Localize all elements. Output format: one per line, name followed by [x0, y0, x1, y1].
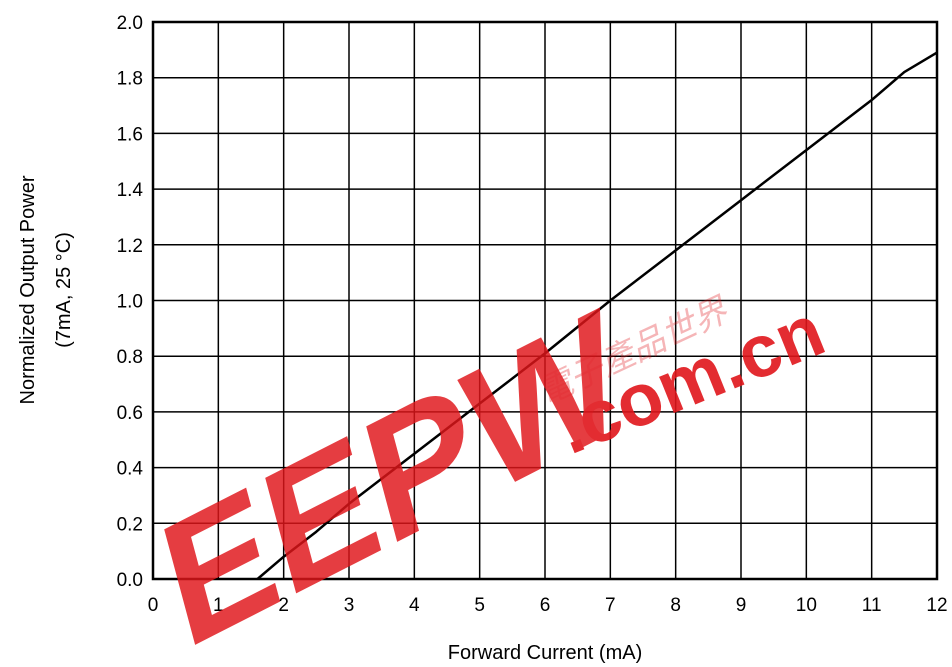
plot-frame [151, 20, 939, 581]
series-layer [256, 51, 938, 580]
x-tick-label: 7 [605, 595, 616, 616]
y-tick-label: 0.0 [117, 570, 143, 591]
y-tick-label: 1.2 [117, 236, 143, 257]
y-axis-label-line-2: (7mA, 25 °C) [53, 232, 75, 348]
y-tick-label: 2.0 [117, 13, 143, 34]
x-axis-label: Forward Current (mA) [448, 642, 642, 664]
y-tick-labels: 0.0 0.2 0.4 0.6 0.8 1.0 1.2 1.4 1.6 1.8 2.0 [117, 13, 144, 591]
x-tick-label: 0 [148, 595, 159, 616]
y-tick-label: 0.6 [117, 403, 143, 424]
eepw-watermark: 電子產品世界 .com.cn EEPW [144, 271, 835, 667]
y-tick-label: 0.8 [117, 347, 143, 368]
x-tick-label: 1 [213, 595, 224, 616]
y-tick-label: 0.2 [117, 514, 143, 535]
x-tick-label: 10 [796, 595, 817, 616]
y-tick-label: 1.4 [117, 180, 144, 201]
x-tick-label: 5 [474, 595, 485, 616]
x-tick-label: 11 [862, 595, 882, 616]
y-axis-label-line-1: Normalized Output Power [17, 175, 39, 404]
x-tick-label: 12 [926, 595, 947, 616]
x-tick-label: 6 [540, 595, 551, 616]
x-tick-label: 8 [670, 595, 681, 616]
x-tick-label: 9 [736, 595, 747, 616]
y-tick-label: 1.8 [117, 69, 143, 90]
x-tick-label: 3 [344, 595, 355, 616]
y-tick-label: 1.0 [117, 292, 143, 313]
x-tick-labels: 0 1 2 3 4 5 6 7 8 9 10 11 12 [148, 595, 948, 616]
x-tick-label: 2 [278, 595, 289, 616]
x-tick-label: 4 [409, 595, 420, 616]
series-line [256, 51, 938, 580]
y-tick-label: 0.4 [117, 459, 144, 480]
y-tick-label: 1.6 [117, 124, 143, 145]
